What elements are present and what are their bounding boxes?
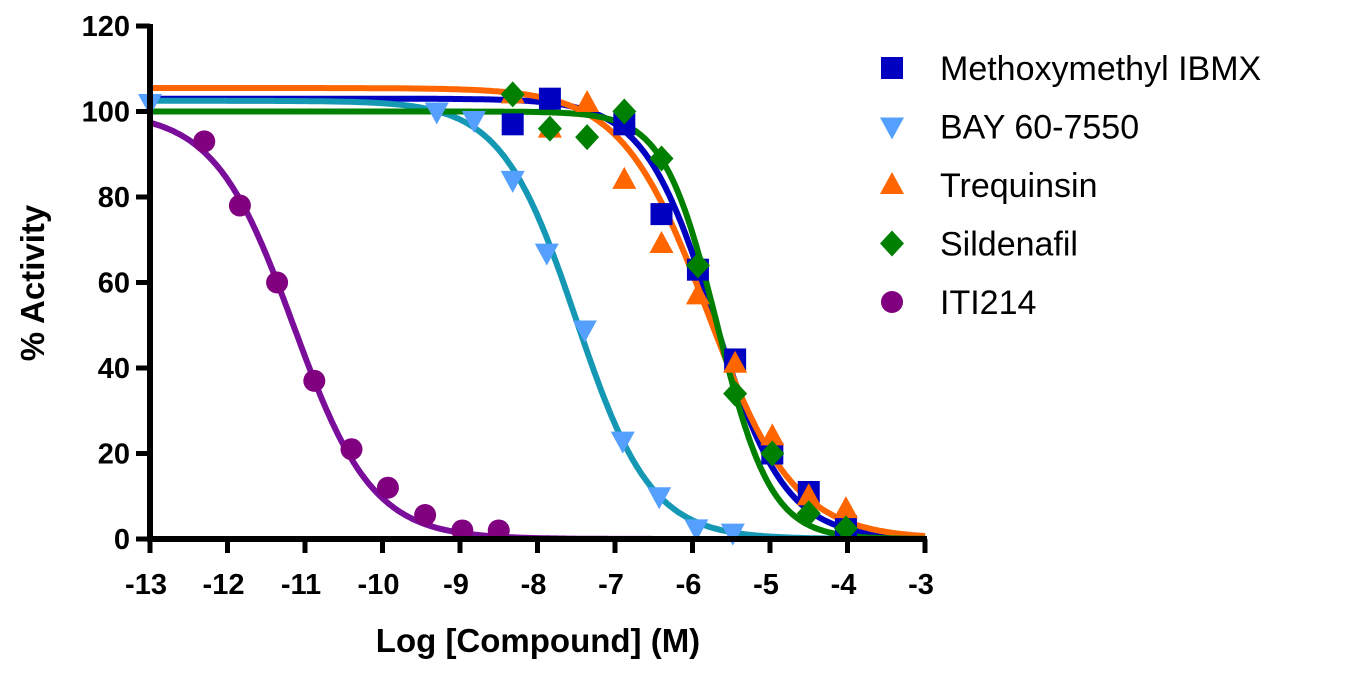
y-tick-label: 100 [82, 97, 130, 129]
x-tick-label: -12 [203, 569, 245, 601]
data-point [461, 111, 486, 134]
legend-marker [881, 57, 903, 79]
data-point [424, 102, 449, 125]
data-point [612, 98, 637, 125]
x-tick-label: -4 [831, 569, 857, 601]
data-point [575, 124, 600, 151]
x-tick-label: -3 [908, 569, 934, 601]
x-tick-label: -5 [753, 569, 779, 601]
fit-curve-0 [150, 95, 926, 541]
data-point [376, 476, 399, 499]
y-tick-label: 60 [98, 268, 130, 300]
legend-label: BAY 60-7550 [940, 109, 1139, 147]
data-point [760, 440, 785, 467]
data-point [685, 282, 710, 305]
data-point [193, 130, 216, 153]
legend-marker [880, 230, 904, 257]
data-point [685, 252, 710, 279]
legend-label: Methoxymethyl IBMX [940, 50, 1261, 88]
data-point [796, 483, 821, 506]
x-axis-label: Log [Compound] (M) [376, 622, 700, 659]
data-point [723, 350, 748, 373]
legend-label: Sildenafil [940, 226, 1078, 264]
y-tick-label: 20 [98, 439, 130, 471]
x-tick-label: -7 [598, 569, 624, 601]
data-point [487, 519, 510, 542]
legend-marker [880, 117, 904, 140]
x-tick-label: -11 [281, 569, 321, 601]
data-point [650, 203, 673, 226]
data-point [723, 380, 748, 407]
data-point [451, 519, 474, 542]
x-tick-label: -9 [443, 569, 469, 601]
y-tick-label: 120 [82, 11, 130, 43]
data-point [534, 243, 559, 266]
fit-curve-2 [150, 85, 926, 540]
data-point [796, 500, 821, 527]
data-point [575, 89, 600, 112]
x-tick-label: -8 [521, 569, 547, 601]
data-point [833, 496, 858, 519]
data-point [537, 115, 562, 142]
legend-label: Trequinsin [940, 167, 1097, 205]
legend-label: ITI214 [940, 284, 1036, 322]
y-tick-label: 80 [98, 182, 130, 214]
data-point [649, 145, 674, 172]
data-point [500, 170, 525, 193]
data-point [340, 438, 363, 461]
fit-curve-1 [150, 97, 925, 542]
y-tick-label: 0 [114, 524, 130, 556]
y-tick-label: 40 [98, 353, 130, 385]
legend-marker [881, 291, 903, 313]
data-point [538, 87, 561, 110]
x-tick-label: -6 [676, 569, 702, 601]
fit-curves [149, 85, 926, 542]
data-point [647, 487, 672, 510]
axes: 0 20 40 60 80 100 120 -13 -12 -11 -10 -9 -8 -7 -6 -5 -4 -… [82, 11, 934, 601]
data-point [572, 320, 597, 343]
data-point [228, 194, 251, 217]
data-point [612, 166, 637, 189]
fit-curve-3 [150, 108, 925, 542]
legend: Methoxymethyl IBMX BAY 60-7550 Trequinsin S… [880, 50, 1261, 322]
data-point [303, 369, 326, 392]
data-point [649, 231, 674, 254]
y-axis-label: % Activity [14, 204, 51, 361]
x-tick-label: -13 [125, 569, 167, 601]
data-point [720, 523, 745, 546]
fit-curve-4 [149, 119, 925, 542]
data-point [266, 271, 289, 294]
data-point [760, 423, 785, 446]
data-point [833, 515, 858, 542]
x-tick-label: -10 [358, 569, 400, 601]
data-point [501, 113, 524, 136]
legend-marker [880, 172, 904, 194]
data-points [138, 81, 858, 546]
data-point [500, 81, 525, 108]
data-point [610, 431, 635, 454]
data-point [684, 519, 709, 542]
data-point [414, 504, 437, 527]
